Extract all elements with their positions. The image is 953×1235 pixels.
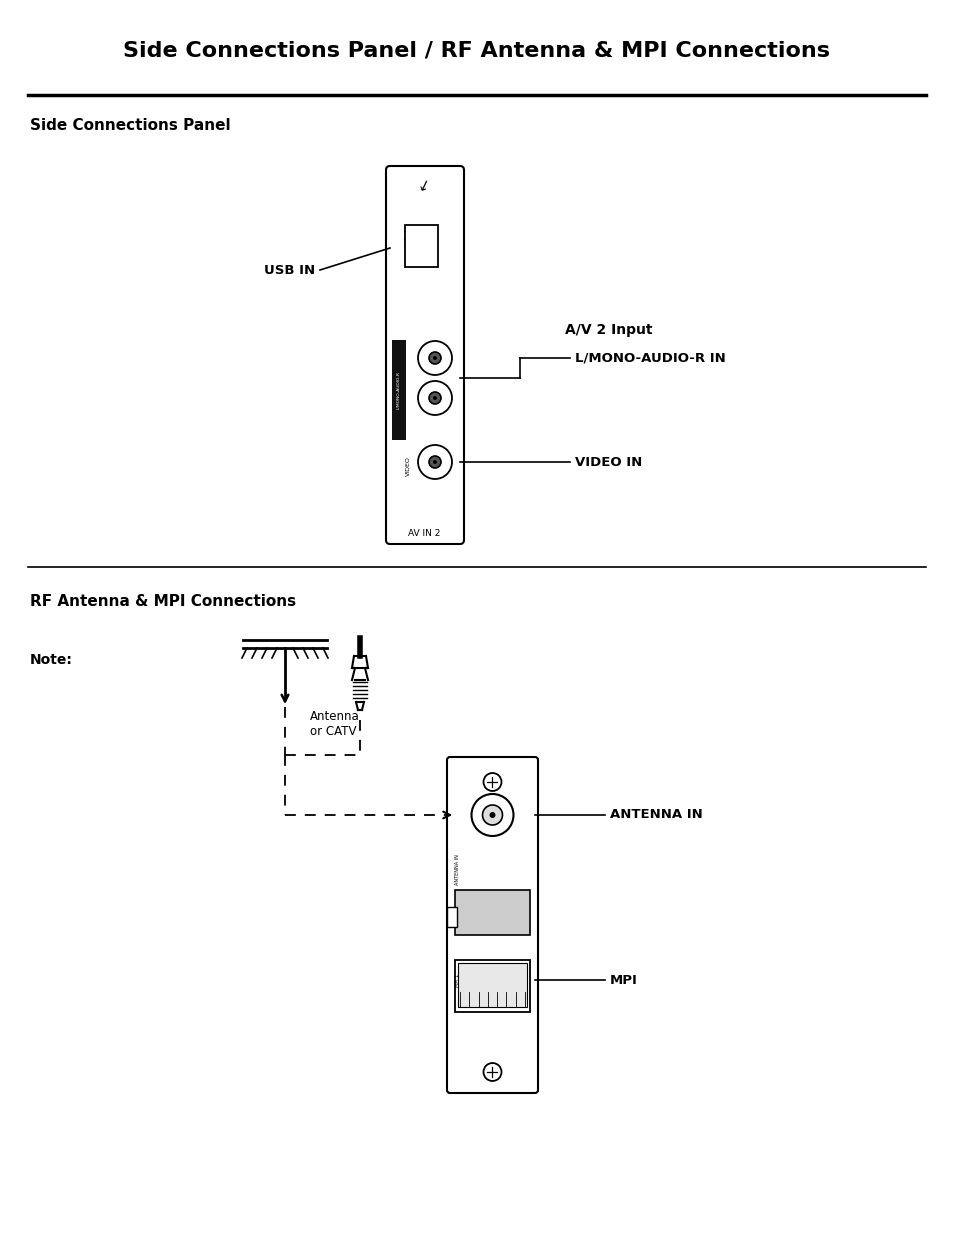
Text: MPI 1: MPI 1	[455, 973, 460, 987]
FancyBboxPatch shape	[386, 165, 463, 543]
FancyBboxPatch shape	[455, 960, 530, 1011]
FancyBboxPatch shape	[455, 890, 530, 935]
Circle shape	[483, 773, 501, 790]
Text: ANTENNA IN: ANTENNA IN	[455, 855, 460, 885]
Text: VIDEO: VIDEO	[405, 456, 410, 475]
Circle shape	[489, 811, 495, 818]
Circle shape	[471, 794, 513, 836]
Text: ↙: ↙	[415, 175, 432, 194]
Circle shape	[483, 1063, 501, 1081]
Text: Side Connections Panel / RF Antenna & MPI Connections: Side Connections Panel / RF Antenna & MP…	[123, 40, 830, 61]
Bar	[392, 340, 406, 440]
Text: VIDEO IN: VIDEO IN	[575, 456, 641, 468]
FancyBboxPatch shape	[447, 906, 456, 927]
FancyBboxPatch shape	[457, 963, 526, 1007]
Text: ANTENNA IN: ANTENNA IN	[609, 809, 702, 821]
Circle shape	[482, 805, 502, 825]
Circle shape	[417, 445, 452, 479]
Text: Antenna
or CATV: Antenna or CATV	[310, 710, 359, 739]
Circle shape	[433, 396, 436, 400]
Text: RF Antenna & MPI Connections: RF Antenna & MPI Connections	[30, 594, 295, 610]
Circle shape	[417, 382, 452, 415]
Text: USB IN: USB IN	[405, 226, 411, 249]
Text: Note:: Note:	[30, 653, 72, 667]
Text: Side Connections Panel: Side Connections Panel	[30, 117, 231, 132]
Bar	[405, 225, 437, 267]
FancyBboxPatch shape	[447, 757, 537, 1093]
Text: A/V 2 Input: A/V 2 Input	[564, 324, 652, 337]
Text: USB IN: USB IN	[264, 263, 314, 277]
Circle shape	[429, 352, 440, 364]
Text: MPI: MPI	[609, 973, 638, 987]
Circle shape	[433, 356, 436, 359]
Text: AV IN 2: AV IN 2	[407, 529, 439, 537]
Circle shape	[433, 459, 436, 464]
Text: L/MONO-AUDIO-R IN: L/MONO-AUDIO-R IN	[575, 352, 725, 364]
Circle shape	[417, 341, 452, 375]
Circle shape	[429, 391, 440, 404]
Text: L/MONO-AUDIO-R: L/MONO-AUDIO-R	[396, 370, 400, 409]
Circle shape	[429, 456, 440, 468]
